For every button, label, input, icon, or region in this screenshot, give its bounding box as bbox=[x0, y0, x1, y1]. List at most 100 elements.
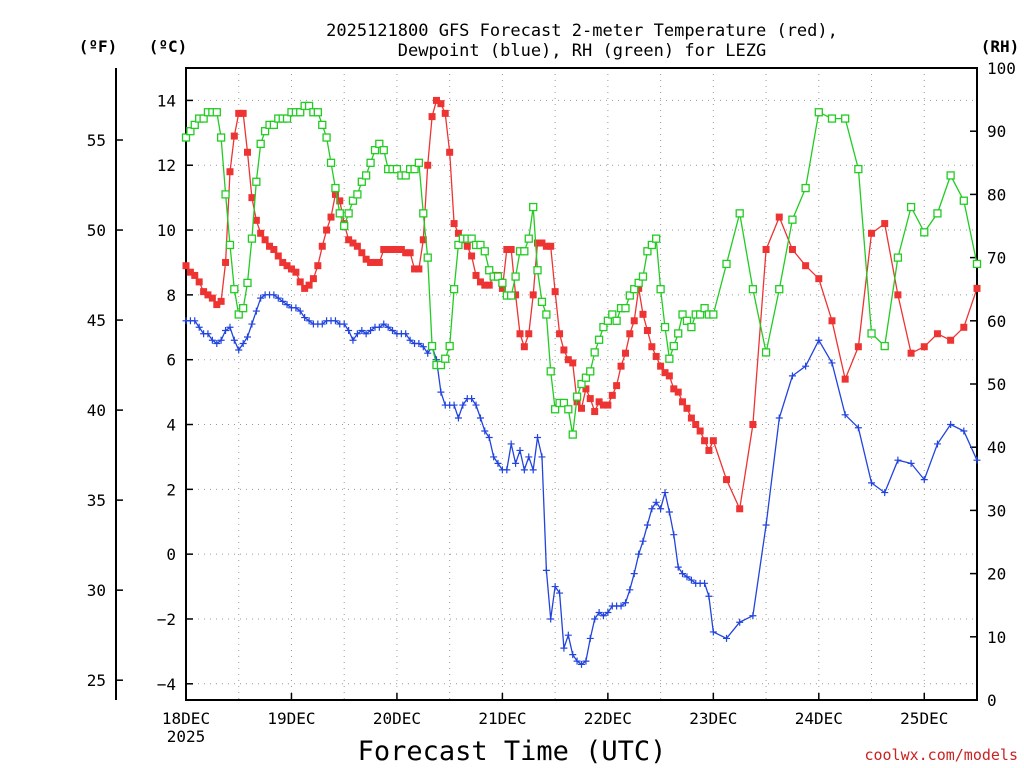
temperature-point bbox=[362, 255, 370, 263]
rh-point bbox=[594, 335, 604, 344]
dewpoint-point bbox=[920, 476, 928, 484]
dewpoint-point bbox=[538, 453, 546, 461]
rh-point bbox=[476, 240, 485, 250]
dewpoint-point bbox=[643, 521, 651, 529]
temperature-point bbox=[454, 229, 462, 237]
temperature-point bbox=[595, 398, 603, 406]
rh-point bbox=[234, 310, 243, 319]
rh-point bbox=[568, 430, 577, 439]
celsius-unit-label: (ºC) bbox=[149, 37, 188, 56]
rh-point bbox=[678, 310, 687, 319]
rh-point bbox=[256, 139, 265, 148]
temperature-point bbox=[314, 262, 322, 270]
temperature-point bbox=[252, 216, 260, 224]
temperature-point bbox=[476, 278, 484, 286]
rh-point bbox=[392, 164, 402, 174]
rh-point bbox=[827, 114, 837, 123]
rh-point bbox=[788, 215, 797, 224]
temperature-point bbox=[604, 401, 612, 409]
rh-point bbox=[656, 285, 665, 294]
rh-point bbox=[181, 133, 191, 142]
temperature-point bbox=[393, 245, 401, 253]
temperature-point bbox=[468, 252, 476, 260]
dewpoint-point bbox=[516, 446, 524, 454]
rh-point bbox=[933, 209, 942, 218]
rh-point bbox=[959, 196, 968, 205]
temperature-point bbox=[239, 109, 247, 117]
temperature-point bbox=[538, 239, 546, 247]
temperature-point bbox=[371, 258, 379, 266]
dewpoint-point bbox=[828, 359, 836, 367]
rh-point bbox=[867, 329, 876, 338]
dewpoint-point bbox=[375, 323, 383, 331]
rh-point bbox=[467, 234, 476, 243]
temperature-point bbox=[305, 281, 313, 289]
fahrenheit-tick-label: 40 bbox=[87, 401, 106, 420]
dewpoint-point bbox=[213, 339, 221, 347]
dewpoint-point bbox=[547, 615, 555, 623]
temperature-point bbox=[411, 265, 419, 273]
rh-point bbox=[638, 272, 648, 281]
x-tick-label: 19DEC bbox=[267, 709, 315, 728]
rh-point bbox=[612, 316, 621, 325]
dewpoint-point bbox=[494, 459, 502, 467]
dewpoint-point bbox=[296, 307, 304, 315]
dewpoint-point bbox=[459, 401, 467, 409]
dewpoint-point bbox=[841, 411, 849, 419]
dewpoint-point bbox=[578, 660, 585, 668]
rh-point bbox=[326, 158, 336, 167]
rh-point bbox=[419, 209, 428, 218]
rh-point bbox=[564, 405, 573, 414]
rh-point bbox=[423, 253, 432, 262]
dewpoint-point bbox=[617, 602, 625, 610]
temperature-point bbox=[243, 148, 251, 156]
axes: −4 −2 0 2 4 6 8 10 12 14 25 30 35 40 45 50 55 0 10 20 30 40 50… bbox=[87, 59, 1016, 746]
dewpoint-point bbox=[503, 466, 511, 474]
rh-point bbox=[186, 127, 195, 136]
dewpoint-line bbox=[186, 294, 978, 666]
dewpoint-point bbox=[490, 453, 498, 461]
chart-title-line1: 2025121800 GFS Forecast 2-meter Temperat… bbox=[326, 21, 838, 41]
rh-point bbox=[269, 120, 279, 130]
temperature-point bbox=[446, 148, 454, 156]
rh-tick-label: 60 bbox=[987, 312, 1006, 331]
temperature-point bbox=[674, 388, 682, 396]
dewpoint-point bbox=[701, 579, 709, 587]
rh-point bbox=[331, 183, 340, 193]
rh-point bbox=[282, 114, 292, 123]
celsius-tick-label: 12 bbox=[157, 156, 176, 175]
temperature-point bbox=[512, 291, 520, 299]
dewpoint-point bbox=[635, 550, 643, 558]
rh-point bbox=[375, 139, 384, 148]
dewpoint-point bbox=[542, 566, 550, 574]
temperature-point bbox=[841, 375, 849, 383]
temperature-point bbox=[560, 346, 568, 354]
dewpoint-point bbox=[648, 505, 656, 513]
temperature-point bbox=[349, 239, 357, 247]
dewpoint-point bbox=[933, 440, 941, 448]
temperature-point bbox=[556, 330, 564, 338]
chart-title-line2: Dewpoint (blue), RH (green) for LEZG bbox=[398, 41, 766, 61]
rh-point bbox=[449, 285, 459, 294]
rh-point bbox=[190, 120, 199, 130]
rh-point bbox=[436, 360, 446, 370]
rh-point bbox=[410, 164, 419, 174]
dewpoint-point bbox=[709, 628, 717, 636]
dewpoint-point bbox=[670, 531, 678, 539]
dewpoint-point bbox=[534, 433, 542, 441]
dewpoint-point bbox=[604, 608, 612, 616]
dewpoint-point bbox=[222, 327, 230, 335]
rh-unit-label: (RH) bbox=[981, 37, 1020, 56]
temperature-point bbox=[683, 404, 691, 412]
celsius-tick-label: −2 bbox=[157, 610, 176, 629]
dewpoint-point bbox=[556, 589, 564, 597]
celsius-tick-label: 10 bbox=[157, 221, 176, 240]
dewpoint-point bbox=[736, 618, 744, 626]
rh-point bbox=[761, 348, 771, 357]
temperature-point bbox=[248, 194, 256, 202]
temperature-point bbox=[424, 161, 432, 169]
x-tick-label: 22DEC bbox=[584, 709, 632, 728]
temperature-point bbox=[534, 239, 542, 247]
rh-point bbox=[511, 272, 520, 281]
